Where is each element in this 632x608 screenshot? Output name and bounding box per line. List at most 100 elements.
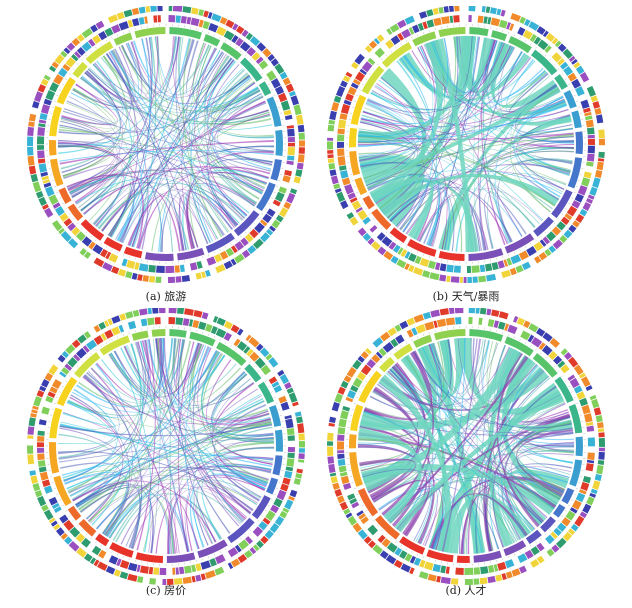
segment-tick (565, 510, 567, 511)
outer-ring-tick (441, 16, 450, 24)
outer-ring-tick (150, 6, 157, 12)
outer-ring-tick (102, 262, 112, 271)
outer-ring-tick (173, 6, 183, 12)
outer-ring-tick (337, 134, 344, 141)
outer-ring-tick (430, 310, 440, 318)
outer-ring-tick (137, 565, 141, 572)
outer-ring-tick (29, 114, 36, 122)
outer-ring-tick (587, 460, 594, 463)
outer-ring-tick (119, 21, 129, 30)
outer-ring-tick (428, 261, 436, 269)
segment-tick (254, 366, 255, 367)
caption-a: (a) 旅游 (16, 290, 316, 304)
segment-tick (578, 180, 580, 181)
outer-ring-tick (190, 262, 198, 270)
outer-ring-tick (35, 490, 43, 497)
chord-segment (132, 330, 149, 340)
segment-tick (525, 40, 526, 42)
outer-ring-tick (595, 474, 602, 481)
segment-tick (520, 339, 521, 341)
outer-ring-tick (37, 150, 45, 158)
segment-tick (59, 90, 61, 91)
outer-ring-tick (291, 95, 299, 105)
outer-ring-tick (126, 260, 135, 269)
outer-ring-tick (205, 270, 211, 277)
outer-ring-tick (139, 308, 148, 315)
outer-ring-tick (568, 357, 578, 368)
segment-tick (62, 505, 64, 506)
segment-tick (369, 73, 371, 74)
segment-tick (112, 37, 113, 39)
segment-tick (508, 32, 509, 34)
outer-ring-tick (328, 125, 335, 132)
segment-tick (235, 239, 236, 241)
segment-tick (381, 59, 382, 60)
outer-ring-tick (296, 416, 303, 423)
outer-ring-tick (41, 104, 50, 114)
segment-tick (571, 90, 573, 91)
outer-ring-tick (37, 145, 44, 150)
outer-ring-tick (487, 576, 495, 583)
segment-tick (520, 37, 521, 39)
outer-ring-tick (446, 276, 450, 282)
segment-tick (502, 30, 503, 32)
segment-tick (197, 258, 198, 260)
outer-ring-tick (467, 266, 471, 273)
segment-tick (369, 213, 371, 214)
segment-tick (352, 482, 354, 483)
outer-ring-tick (117, 12, 125, 20)
segment-tick (208, 334, 209, 336)
outer-ring-tick (329, 417, 336, 423)
outer-ring-tick (37, 448, 44, 453)
segment-tick (101, 243, 102, 245)
outer-ring-tick (340, 170, 349, 179)
outer-ring-tick (168, 277, 175, 283)
outer-ring-tick (297, 163, 304, 170)
outer-ring-tick (153, 567, 159, 574)
segment-tick (578, 409, 580, 410)
outer-ring-tick (225, 20, 234, 29)
segment-tick (101, 43, 102, 45)
outer-ring-tick (28, 156, 35, 166)
outer-ring-tick (339, 466, 347, 473)
outer-ring-tick (280, 484, 289, 492)
outer-ring-tick (288, 137, 295, 142)
outer-ring-tick (581, 100, 590, 109)
segment-tick (261, 515, 263, 516)
outer-ring-tick (289, 392, 298, 403)
segment-tick (417, 554, 418, 556)
segment-tick (406, 40, 407, 42)
outer-ring-tick (248, 337, 259, 348)
segment-tick (535, 541, 536, 543)
segment-tick (530, 545, 531, 547)
outer-ring-tick (501, 270, 511, 278)
outer-ring-tick (327, 154, 333, 158)
segment-tick (135, 28, 136, 30)
segment-tick (356, 192, 358, 193)
outer-ring-tick (444, 6, 449, 13)
outer-ring-tick (284, 471, 292, 479)
segment-tick (52, 482, 54, 483)
outer-ring-tick (282, 175, 290, 183)
segment-tick (208, 254, 209, 256)
segment-tick (574, 397, 576, 398)
outer-ring-tick (27, 426, 34, 435)
outer-ring-tick (510, 254, 521, 264)
segment-tick (429, 30, 430, 32)
outer-ring-tick (202, 312, 209, 319)
segment-tick (135, 258, 136, 260)
outer-ring-tick (192, 576, 196, 582)
segment-tick (274, 95, 276, 96)
chord-segment (72, 62, 87, 78)
outer-ring-tick (38, 197, 47, 206)
outer-ring-tick (191, 18, 200, 27)
segment-tick (106, 40, 107, 42)
outer-ring-tick (498, 321, 506, 329)
segment-tick (508, 254, 509, 256)
outer-ring-tick (27, 127, 34, 136)
segment-tick (65, 208, 67, 209)
outer-ring-tick (596, 114, 603, 123)
outer-ring-tick (155, 277, 161, 283)
outer-ring-tick (440, 308, 449, 315)
segment-tick (365, 79, 367, 80)
